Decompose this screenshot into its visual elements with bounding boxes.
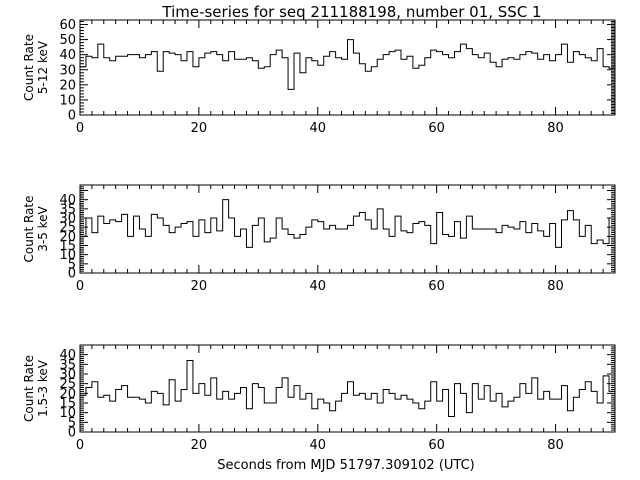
x-tick-label: 60 (428, 279, 445, 294)
x-tick-label: 40 (310, 438, 327, 453)
y-axis-label-line: 1.5-3 keV (36, 359, 50, 417)
x-tick-label: 20 (191, 121, 208, 136)
y-tick-label: 10 (59, 406, 76, 421)
y-axis-label: Count Rate5-12 keV (22, 34, 50, 101)
x-tick-label: 40 (310, 279, 327, 294)
y-tick-label: 20 (59, 387, 76, 402)
y-tick-label: 0 (68, 109, 76, 124)
y-tick-label: 30 (59, 368, 76, 383)
y-tick-label: 50 (59, 33, 76, 48)
y-tick-label: 25 (59, 377, 76, 392)
y-tick-label: 40 (59, 348, 76, 363)
y-tick-label: 10 (59, 248, 76, 263)
y-tick-label: 35 (59, 202, 76, 217)
x-tick-label: 0 (76, 438, 84, 453)
y-tick-label: 30 (59, 212, 76, 227)
y-tick-label: 40 (59, 193, 76, 208)
x-tick-label: 20 (191, 438, 208, 453)
x-tick-label: 60 (428, 121, 445, 136)
y-axis-label: Count Rate3-5 keV (22, 196, 50, 263)
y-tick-label: 15 (59, 397, 76, 412)
x-axis-label: Seconds from MJD 51797.309102 (UTC) (217, 458, 475, 473)
y-tick-label: 0 (68, 267, 76, 282)
x-tick-label: 80 (547, 279, 564, 294)
y-tick-label: 20 (59, 230, 76, 245)
y-tick-label: 40 (59, 48, 76, 63)
plot-frame (79, 19, 616, 116)
plot-frame (79, 344, 616, 433)
x-tick-label: 0 (76, 279, 84, 294)
y-tick-label: 20 (59, 78, 76, 93)
y-axis-label-line: Count Rate (22, 196, 36, 263)
y-tick-label: 5 (68, 416, 76, 431)
y-tick-label: 35 (59, 358, 76, 373)
y-axis-label-line: Count Rate (22, 34, 36, 101)
y-tick-label: 15 (59, 239, 76, 254)
y-axis-label-line: 3-5 keV (36, 205, 50, 251)
y-tick-label: 60 (59, 18, 76, 33)
y-tick-label: 10 (59, 93, 76, 108)
x-tick-label: 80 (547, 121, 564, 136)
chart-title: Time-series for seq 211188198, number 01… (161, 3, 541, 21)
series-step-line (80, 199, 615, 248)
x-tick-label: 0 (76, 121, 84, 136)
y-tick-label: 0 (68, 426, 76, 441)
y-tick-label: 30 (59, 63, 76, 78)
y-tick-label: 25 (59, 221, 76, 236)
y-axis-label-line: Count Rate (22, 355, 36, 422)
y-tick-label: 5 (68, 257, 76, 272)
x-tick-label: 40 (310, 121, 327, 136)
y-axis-label-line: 5-12 keV (36, 40, 50, 94)
series-step-line (80, 359, 615, 418)
x-tick-label: 80 (547, 438, 564, 453)
y-axis-label: Count Rate1.5-3 keV (22, 355, 50, 422)
x-tick-label: 20 (191, 279, 208, 294)
series-step-line (80, 39, 615, 90)
x-tick-label: 60 (428, 438, 445, 453)
